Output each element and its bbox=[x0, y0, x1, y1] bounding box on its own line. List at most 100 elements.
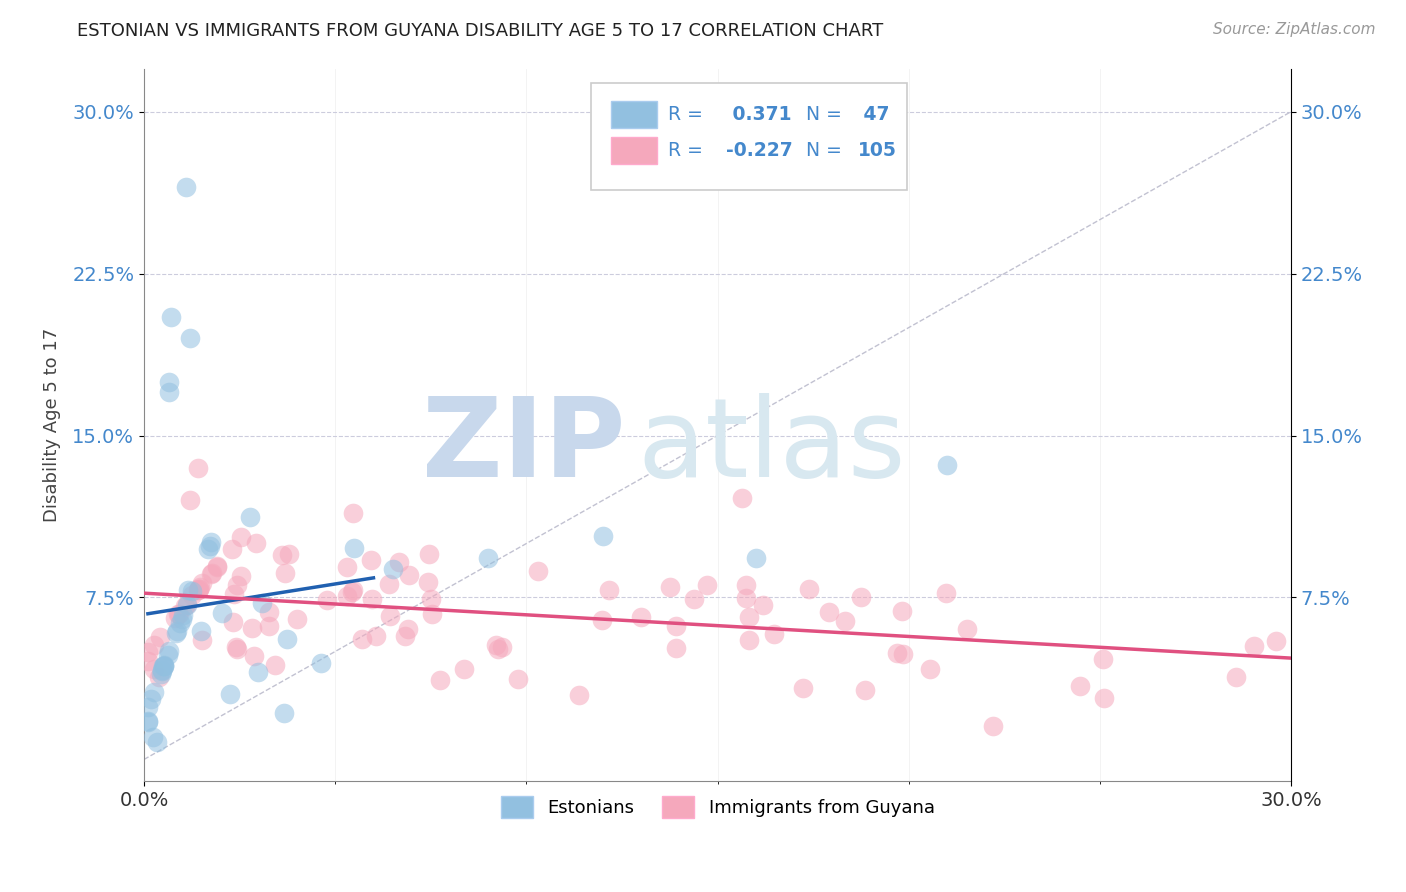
Point bbox=[380, 609, 402, 624]
Point bbox=[136, 714, 159, 728]
Point bbox=[166, 624, 188, 638]
Legend: Estonians, Immigrants from Guyana: Estonians, Immigrants from Guyana bbox=[494, 789, 942, 825]
Point bbox=[229, 531, 252, 545]
Point bbox=[486, 641, 509, 656]
Bar bbox=[610, 136, 657, 164]
Point bbox=[149, 666, 172, 681]
Point bbox=[190, 632, 212, 647]
Point bbox=[156, 648, 179, 662]
Point bbox=[142, 638, 165, 652]
Text: 0.371: 0.371 bbox=[725, 105, 792, 124]
Text: atlas: atlas bbox=[637, 392, 905, 500]
Point bbox=[315, 593, 337, 607]
Point bbox=[731, 491, 754, 505]
Point bbox=[360, 553, 382, 567]
Point bbox=[170, 611, 193, 625]
Point bbox=[429, 673, 451, 687]
Point bbox=[336, 560, 359, 574]
Point bbox=[141, 691, 163, 706]
Point bbox=[598, 582, 620, 597]
Point bbox=[165, 611, 187, 625]
Point bbox=[152, 658, 174, 673]
Text: -0.227: -0.227 bbox=[725, 141, 793, 160]
Point bbox=[271, 548, 294, 562]
Point bbox=[834, 614, 856, 628]
Point bbox=[136, 714, 159, 729]
Point bbox=[176, 582, 198, 597]
Point bbox=[1243, 640, 1265, 654]
Point bbox=[752, 598, 775, 612]
Point bbox=[187, 582, 209, 597]
Point bbox=[188, 582, 211, 596]
FancyBboxPatch shape bbox=[592, 83, 907, 190]
Text: Source: ZipAtlas.com: Source: ZipAtlas.com bbox=[1212, 22, 1375, 37]
Point bbox=[153, 658, 176, 673]
Point bbox=[981, 719, 1004, 733]
Point bbox=[891, 647, 914, 661]
Point bbox=[225, 640, 247, 654]
Point bbox=[567, 688, 589, 702]
Point bbox=[696, 578, 718, 592]
Point bbox=[142, 730, 165, 744]
Point bbox=[745, 550, 768, 565]
Point bbox=[172, 607, 194, 622]
Point bbox=[136, 645, 159, 659]
Point bbox=[792, 681, 814, 696]
Point bbox=[190, 624, 212, 638]
Point bbox=[173, 599, 195, 614]
Point bbox=[247, 665, 270, 679]
Point bbox=[187, 583, 209, 598]
Point bbox=[918, 662, 941, 676]
Point bbox=[665, 640, 688, 655]
Point bbox=[394, 629, 416, 643]
Point bbox=[243, 648, 266, 663]
Point bbox=[250, 596, 273, 610]
Point bbox=[221, 615, 243, 630]
Point bbox=[181, 584, 204, 599]
Point bbox=[285, 612, 308, 626]
Point bbox=[239, 510, 262, 524]
Point bbox=[157, 375, 180, 389]
Point bbox=[142, 662, 165, 676]
Point bbox=[592, 529, 614, 543]
Point bbox=[491, 640, 513, 654]
Text: 47: 47 bbox=[858, 105, 890, 124]
Point bbox=[335, 589, 357, 603]
Point bbox=[136, 654, 159, 668]
Point bbox=[169, 615, 191, 630]
Point bbox=[187, 461, 209, 475]
Point bbox=[179, 493, 201, 508]
Point bbox=[148, 669, 170, 683]
Point bbox=[225, 642, 247, 657]
Point bbox=[453, 661, 475, 675]
Point bbox=[630, 610, 652, 624]
Point bbox=[420, 591, 443, 606]
Point bbox=[849, 590, 872, 604]
Point bbox=[342, 582, 364, 597]
Point bbox=[311, 656, 333, 670]
Point bbox=[508, 672, 530, 686]
Point bbox=[418, 575, 440, 590]
Point bbox=[148, 630, 170, 644]
Point bbox=[956, 622, 979, 636]
Point bbox=[527, 564, 550, 578]
Point bbox=[176, 598, 198, 612]
Point bbox=[176, 597, 198, 611]
Point bbox=[190, 580, 212, 594]
Point bbox=[665, 618, 688, 632]
Point bbox=[591, 613, 613, 627]
Point bbox=[159, 644, 181, 658]
Point bbox=[240, 621, 263, 635]
Point bbox=[200, 566, 222, 581]
Point bbox=[735, 591, 758, 605]
Point bbox=[273, 706, 295, 721]
Point bbox=[150, 664, 173, 678]
Point bbox=[157, 385, 180, 400]
Point bbox=[201, 566, 224, 580]
Point bbox=[388, 555, 411, 569]
Point bbox=[207, 559, 229, 574]
Point bbox=[167, 607, 190, 621]
Point bbox=[277, 547, 299, 561]
Point bbox=[179, 331, 201, 345]
Point bbox=[890, 604, 912, 618]
